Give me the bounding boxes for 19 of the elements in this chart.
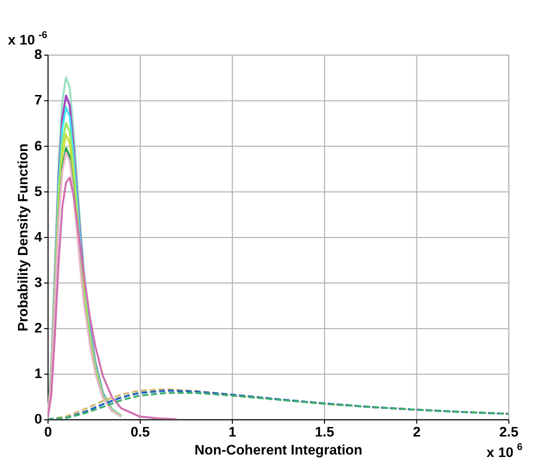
y-tick-label: 0 (34, 410, 42, 427)
y-tick-label: 5 (34, 182, 42, 199)
y-tick-label: 3 (34, 274, 42, 290)
y-tick-label: 7 (34, 92, 42, 108)
x-axis-title: Non-Coherent Integration (194, 441, 362, 458)
y-tick-label: 2 (34, 320, 42, 336)
x-tick-label: 2.5 (499, 424, 519, 440)
y-axis-title: Probability Density Function (14, 144, 30, 332)
line-series (48, 176, 178, 420)
x-tick-label: 0 (44, 424, 52, 440)
x-tick-label: 1 (228, 424, 237, 440)
y-tick-label: 8 (34, 46, 42, 62)
y-tick-label: 6 (34, 137, 42, 154)
x-tick-label: 0.5 (130, 424, 150, 440)
text: x 10-6 (8, 30, 48, 48)
y-tick-label: 4 (34, 228, 42, 244)
x-tick-label: 2 (412, 424, 421, 440)
x-tick-label: 1.5 (314, 424, 334, 440)
y-tick-label: 1 (34, 365, 42, 382)
